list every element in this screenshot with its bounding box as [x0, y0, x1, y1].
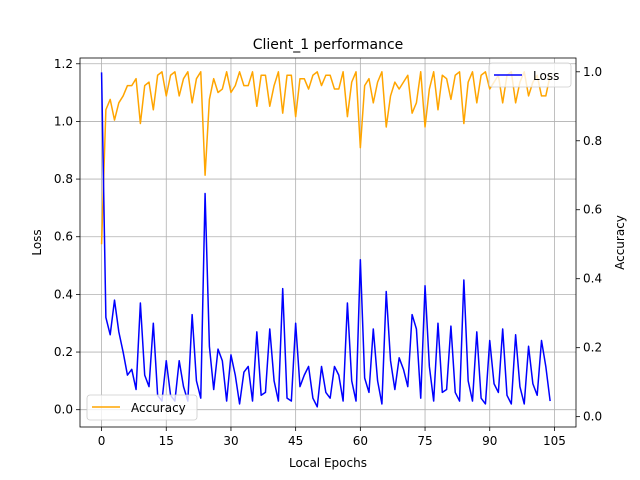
- y-right-tick-label: 0.2: [583, 341, 602, 355]
- legend-loss: Loss: [488, 62, 572, 88]
- y-right-tick-label: 0.4: [583, 272, 602, 286]
- x-axis-label: Local Epochs: [289, 456, 367, 470]
- series-layer: [100, 71, 551, 408]
- y-axis-left-label: Loss: [30, 229, 44, 255]
- y-left-tick-label: 1.0: [54, 114, 73, 128]
- y-right-tick-label: 0.8: [583, 134, 602, 148]
- x-tick-label: 45: [288, 434, 303, 448]
- y-left-tick-label: 0.0: [54, 403, 73, 417]
- legend-loss-label: Loss: [533, 69, 559, 83]
- chart-title: Client_1 performance: [253, 37, 404, 53]
- y-axis-right-label: Accuracy: [613, 215, 627, 270]
- x-tick-label: 105: [543, 434, 566, 448]
- plot-frame: [79, 57, 577, 428]
- y-left-tick-label: 0.6: [54, 230, 73, 244]
- axes: [79, 57, 577, 428]
- series-line-accuracy: [100, 71, 551, 245]
- x-tick-label: 90: [482, 434, 497, 448]
- y-right-tick-label: 1.0: [583, 65, 602, 79]
- series-line-loss: [100, 72, 551, 408]
- y-right-tick-label: 0.0: [583, 410, 602, 424]
- legend-accuracy-box: [86, 394, 198, 421]
- y-left-tick-label: 0.2: [54, 345, 73, 359]
- x-tick-label: 60: [353, 434, 368, 448]
- grid: [80, 58, 576, 427]
- x-tick-label: 75: [417, 434, 432, 448]
- y-left-tick-label: 1.2: [54, 57, 73, 71]
- legend-loss-box: [488, 62, 572, 88]
- legend-accuracy: Accuracy: [86, 394, 198, 421]
- x-tick-label: 0: [98, 434, 106, 448]
- y-left-tick-label: 0.4: [54, 287, 73, 301]
- legend-accuracy-label: Accuracy: [131, 401, 186, 415]
- y-left-tick-label: 0.8: [54, 172, 73, 186]
- ticks: 0 15 30 45 60 75 90 105 0.0 0.2 0.4 0.6 0.8 1.0 1.2 0.0…: [54, 57, 602, 448]
- x-tick-label: 15: [159, 434, 174, 448]
- y-right-tick-label: 0.6: [583, 203, 602, 217]
- x-tick-label: 30: [223, 434, 238, 448]
